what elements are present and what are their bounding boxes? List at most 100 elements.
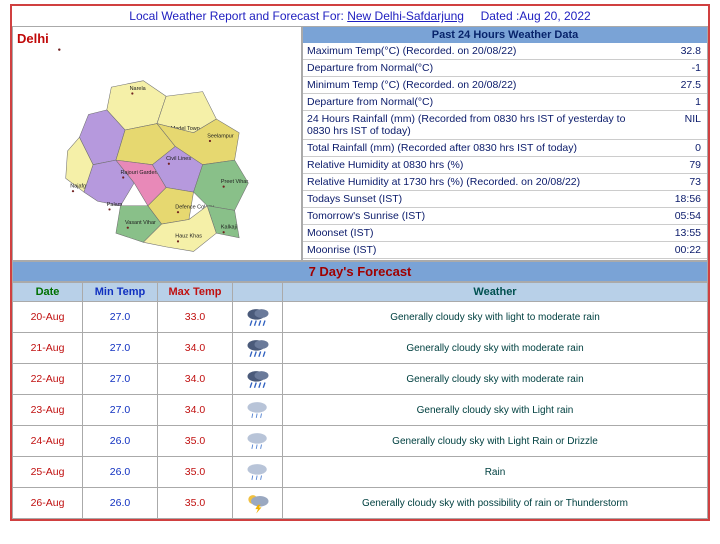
- past24-label: Total Rainfall (mm) (Recorded after 0830…: [303, 140, 647, 156]
- top-section: Delhi NarelaModel TownSeelampurNajafgarh…: [12, 26, 708, 261]
- cell-weather: Generally cloudy sky with moderate rain: [283, 333, 708, 364]
- past24-value: NIL: [647, 111, 707, 139]
- cell-date: 23-Aug: [13, 395, 83, 426]
- title-bar: Local Weather Report and Forecast For: N…: [12, 6, 708, 26]
- forecast-title: 7 Day's Forecast: [12, 261, 708, 282]
- past24-label: Departure from Normal(°C): [303, 94, 647, 110]
- cell-max: 35.0: [158, 457, 233, 488]
- title-station: New Delhi-Safdarjung: [347, 9, 464, 23]
- past24-value: 32.8: [647, 43, 707, 59]
- cell-weather: Generally cloudy sky with Light rain: [283, 395, 708, 426]
- cell-weather: Generally cloudy sky with moderate rain: [283, 364, 708, 395]
- forecast-row: 21-Aug27.034.0 Generally cloudy sky with …: [13, 333, 708, 364]
- weather-icon: [233, 395, 283, 426]
- cell-max: 34.0: [158, 364, 233, 395]
- past24-value: 05:54: [647, 208, 707, 224]
- map-region-label: Narela: [130, 86, 147, 92]
- weather-report: Local Weather Report and Forecast For: N…: [10, 4, 710, 521]
- cell-min: 26.0: [83, 488, 158, 519]
- weather-icon: [233, 426, 283, 457]
- cell-max: 33.0: [158, 302, 233, 333]
- past24-label: Moonset (IST): [303, 225, 647, 241]
- cell-date: 20-Aug: [13, 302, 83, 333]
- cell-date: 26-Aug: [13, 488, 83, 519]
- map-region-label: Preet Vihar: [221, 179, 248, 185]
- past24-value: 27.5: [647, 77, 707, 93]
- map-region: [194, 160, 249, 210]
- past24-value: 1: [647, 94, 707, 110]
- cell-max: 35.0: [158, 426, 233, 457]
- cell-date: 24-Aug: [13, 426, 83, 457]
- forecast-row: 25-Aug26.035.0Rain: [13, 457, 708, 488]
- past24-label: Relative Humidity at 0830 hrs (%): [303, 157, 647, 173]
- past24-value: 79: [647, 157, 707, 173]
- past24-label: 24 Hours Rainfall (mm) (Recorded from 08…: [303, 111, 647, 139]
- forecast-table: Date Min Temp Max Temp Weather 20-Aug27.…: [12, 282, 708, 519]
- past24-row: Relative Humidity at 0830 hrs (%)79: [303, 157, 707, 174]
- past24-label: Minimum Temp (°C) (Recorded. on 20/08/22…: [303, 77, 647, 93]
- cell-date: 21-Aug: [13, 333, 83, 364]
- forecast-row: 23-Aug27.034.0 Generally cloudy sky with …: [13, 395, 708, 426]
- past24-row: Departure from Normal(°C)1: [303, 94, 707, 111]
- map-region-label: Seelampur: [207, 133, 234, 139]
- cell-date: 22-Aug: [13, 364, 83, 395]
- map-region-label: Rajouri Garden: [120, 170, 157, 176]
- past24-row: Todays Sunset (IST)18:56: [303, 191, 707, 208]
- forecast-row: 26-Aug26.035.0 Generally cloudy sky with …: [13, 488, 708, 519]
- map-region-label: Vasant Vihar: [125, 220, 156, 226]
- cell-min: 27.0: [83, 364, 158, 395]
- past24-row: 24 Hours Rainfall (mm) (Recorded from 08…: [303, 111, 707, 140]
- weather-icon: [233, 302, 283, 333]
- weather-icon: [233, 457, 283, 488]
- map-panel: Delhi NarelaModel TownSeelampurNajafgarh…: [12, 26, 302, 261]
- map-region-label: Hauz Khas: [175, 234, 202, 240]
- col-max: Max Temp: [158, 283, 233, 302]
- map-region-label: Kalkaji: [221, 225, 237, 231]
- cell-weather: Generally cloudy sky with light to moder…: [283, 302, 708, 333]
- past24-row: Tomorrow's Sunrise (IST)05:54: [303, 208, 707, 225]
- cell-min: 27.0: [83, 302, 158, 333]
- past24-value: 73: [647, 174, 707, 190]
- map-region-label: Civil Lines: [166, 156, 191, 162]
- past24-title: Past 24 Hours Weather Data: [303, 27, 707, 43]
- cell-min: 27.0: [83, 333, 158, 364]
- cell-weather: Generally cloudy sky with possibility of…: [283, 488, 708, 519]
- past24-row: Moonrise (IST)00:22: [303, 242, 707, 259]
- past24-value: 13:55: [647, 225, 707, 241]
- map-region-label: Delhi: [17, 31, 297, 46]
- cell-min: 26.0: [83, 426, 158, 457]
- past24-row: Total Rainfall (mm) (Recorded after 0830…: [303, 140, 707, 157]
- past24-value: 00:22: [647, 242, 707, 258]
- past24-label: Relative Humidity at 1730 hrs (%) (Recor…: [303, 174, 647, 190]
- cell-max: 35.0: [158, 488, 233, 519]
- cell-max: 34.0: [158, 395, 233, 426]
- delhi-map: NarelaModel TownSeelampurNajafgarhPalamR…: [17, 46, 297, 256]
- weather-icon: [233, 333, 283, 364]
- past24-value: 18:56: [647, 191, 707, 207]
- cell-min: 27.0: [83, 395, 158, 426]
- past24-label: Tomorrow's Sunrise (IST): [303, 208, 647, 224]
- past24-label: Todays Sunset (IST): [303, 191, 647, 207]
- forecast-row: 20-Aug27.033.0 Generally cloudy sky with …: [13, 302, 708, 333]
- cell-weather: Generally cloudy sky with Light Rain or …: [283, 426, 708, 457]
- col-min: Min Temp: [83, 283, 158, 302]
- past24-row: Maximum Temp(°C) (Recorded. on 20/08/22)…: [303, 43, 707, 60]
- weather-icon: [233, 488, 283, 519]
- cell-date: 25-Aug: [13, 457, 83, 488]
- past24-label: Maximum Temp(°C) (Recorded. on 20/08/22): [303, 43, 647, 59]
- past24-row: Minimum Temp (°C) (Recorded. on 20/08/22…: [303, 77, 707, 94]
- col-date: Date: [13, 283, 83, 302]
- past24-row: Departure from Normal(°C)-1: [303, 60, 707, 77]
- forecast-header-row: Date Min Temp Max Temp Weather: [13, 283, 708, 302]
- cell-weather: Rain: [283, 457, 708, 488]
- past24-panel: Past 24 Hours Weather Data Maximum Temp(…: [302, 26, 708, 261]
- col-weather: Weather: [283, 283, 708, 302]
- col-icon: [233, 283, 283, 302]
- title-date: Dated :Aug 20, 2022: [481, 9, 591, 23]
- cell-max: 34.0: [158, 333, 233, 364]
- past24-row: Moonset (IST)13:55: [303, 225, 707, 242]
- past24-value: -1: [647, 60, 707, 76]
- weather-icon: [233, 364, 283, 395]
- forecast-row: 22-Aug27.034.0 Generally cloudy sky with …: [13, 364, 708, 395]
- past24-value: 0: [647, 140, 707, 156]
